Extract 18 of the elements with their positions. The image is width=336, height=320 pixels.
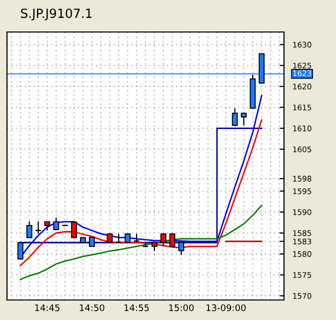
x-tick-label: 13-09:00 (206, 304, 246, 312)
x-tick-label: 14:55 (124, 304, 149, 312)
line-series (20, 119, 262, 266)
chart-title: S.JP.J9107.1 (20, 8, 92, 20)
x-tick-label: 14:50 (80, 304, 104, 312)
line-series (20, 204, 262, 280)
x-tick-label: 14:45 (35, 304, 60, 312)
candlestick (88, 236, 95, 247)
candlestick (53, 216, 60, 230)
candlestick (240, 112, 247, 126)
candlestick (178, 242, 184, 256)
candlestick (26, 220, 32, 238)
candlestick (169, 233, 176, 247)
candlestick (232, 108, 238, 126)
candlestick (160, 233, 166, 247)
x-tick-label: 15:00 (169, 304, 194, 312)
candlestick (71, 222, 77, 238)
candlestick (17, 242, 24, 260)
